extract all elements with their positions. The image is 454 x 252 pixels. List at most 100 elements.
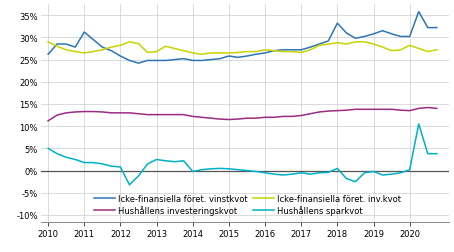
Hushållens investeringskvot (389, 108, 395, 111)
Hushållens sparkvot (73, 158, 78, 161)
Icke-finansiella föret. vinstkvot (118, 55, 123, 58)
Icke-finansiella föret. inv.kvot (298, 52, 304, 55)
Icke-finansiella föret. vinstkvot (82, 32, 87, 35)
Icke-finansiella föret. vinstkvot (425, 27, 430, 30)
Icke-finansiella föret. inv.kvot (253, 51, 259, 54)
Icke-finansiella föret. vinstkvot (64, 43, 69, 46)
Hushållens sparkvot (380, 174, 385, 177)
Hushållens sparkvot (271, 173, 277, 176)
Icke-finansiella föret. inv.kvot (362, 41, 367, 44)
Hushållens sparkvot (326, 171, 331, 174)
Hushållens investeringskvot (407, 110, 412, 113)
Hushållens sparkvot (434, 152, 439, 155)
Hushållens investeringskvot (190, 115, 196, 118)
Hushållens sparkvot (262, 172, 268, 175)
Line: Icke-finansiella föret. inv.kvot: Icke-finansiella föret. inv.kvot (48, 43, 437, 55)
Hushållens sparkvot (307, 173, 313, 176)
Icke-finansiella föret. vinstkvot (208, 59, 213, 62)
Icke-finansiella föret. inv.kvot (181, 50, 187, 53)
Hushållens sparkvot (344, 177, 349, 180)
Icke-finansiella föret. vinstkvot (136, 62, 141, 65)
Hushållens investeringskvot (154, 114, 159, 117)
Hushållens investeringskvot (90, 111, 96, 114)
Hushållens sparkvot (416, 123, 421, 126)
Hushållens investeringskvot (82, 111, 87, 114)
Icke-finansiella föret. vinstkvot (145, 60, 150, 63)
Icke-finansiella föret. vinstkvot (99, 46, 105, 49)
Icke-finansiella föret. inv.kvot (326, 43, 331, 46)
Hushållens investeringskvot (316, 111, 322, 114)
Hushållens investeringskvot (307, 113, 313, 116)
Hushållens sparkvot (316, 172, 322, 175)
Hushållens sparkvot (281, 174, 286, 177)
Hushållens investeringskvot (145, 114, 150, 117)
Hushållens investeringskvot (434, 107, 439, 110)
Icke-finansiella föret. vinstkvot (344, 32, 349, 35)
Icke-finansiella föret. vinstkvot (109, 50, 114, 53)
Hushållens sparkvot (425, 152, 430, 155)
Icke-finansiella föret. vinstkvot (271, 50, 277, 53)
Icke-finansiella föret. inv.kvot (281, 51, 286, 54)
Hushållens sparkvot (217, 167, 222, 170)
Icke-finansiella föret. vinstkvot (217, 58, 222, 61)
Hushållens investeringskvot (172, 114, 178, 117)
Icke-finansiella föret. inv.kvot (290, 51, 295, 54)
Hushållens investeringskvot (127, 112, 132, 115)
Icke-finansiella föret. inv.kvot (389, 50, 395, 53)
Hushållens sparkvot (353, 180, 358, 183)
Hushållens sparkvot (118, 166, 123, 169)
Icke-finansiella föret. inv.kvot (416, 48, 421, 51)
Hushållens investeringskvot (380, 108, 385, 111)
Hushållens sparkvot (208, 168, 213, 171)
Icke-finansiella föret. inv.kvot (127, 41, 132, 44)
Icke-finansiella föret. vinstkvot (407, 36, 412, 39)
Hushållens sparkvot (90, 162, 96, 165)
Hushållens sparkvot (172, 161, 178, 164)
Hushållens investeringskvot (45, 120, 51, 123)
Hushållens sparkvot (290, 173, 295, 176)
Icke-finansiella föret. inv.kvot (64, 49, 69, 52)
Icke-finansiella föret. vinstkvot (127, 60, 132, 63)
Icke-finansiella föret. inv.kvot (425, 51, 430, 54)
Icke-finansiella föret. vinstkvot (90, 39, 96, 42)
Hushållens sparkvot (181, 160, 187, 163)
Icke-finansiella föret. vinstkvot (281, 49, 286, 52)
Icke-finansiella föret. vinstkvot (244, 55, 250, 58)
Icke-finansiella föret. inv.kvot (172, 48, 178, 51)
Icke-finansiella föret. inv.kvot (380, 46, 385, 49)
Hushållens investeringskvot (281, 115, 286, 118)
Hushållens investeringskvot (353, 108, 358, 111)
Hushållens investeringskvot (109, 112, 114, 115)
Icke-finansiella föret. inv.kvot (262, 49, 268, 52)
Hushållens sparkvot (99, 163, 105, 166)
Icke-finansiella föret. inv.kvot (217, 52, 222, 55)
Hushållens investeringskvot (199, 116, 204, 119)
Line: Icke-finansiella föret. vinstkvot: Icke-finansiella föret. vinstkvot (48, 13, 437, 64)
Icke-finansiella föret. inv.kvot (54, 46, 60, 49)
Hushållens investeringskvot (217, 118, 222, 121)
Icke-finansiella föret. vinstkvot (335, 22, 340, 25)
Hushållens investeringskvot (416, 107, 421, 110)
Hushållens investeringskvot (181, 114, 187, 117)
Icke-finansiella föret. vinstkvot (154, 60, 159, 63)
Icke-finansiella föret. inv.kvot (163, 46, 168, 49)
Icke-finansiella föret. vinstkvot (353, 38, 358, 41)
Hushållens investeringskvot (73, 111, 78, 114)
Icke-finansiella föret. inv.kvot (190, 52, 196, 55)
Icke-finansiella föret. vinstkvot (253, 53, 259, 56)
Hushållens investeringskvot (54, 114, 60, 117)
Hushållens sparkvot (136, 175, 141, 178)
Icke-finansiella föret. inv.kvot (271, 50, 277, 53)
Icke-finansiella föret. vinstkvot (389, 33, 395, 36)
Icke-finansiella föret. vinstkvot (235, 57, 241, 60)
Icke-finansiella föret. vinstkvot (172, 59, 178, 62)
Hushållens sparkvot (199, 169, 204, 172)
Hushållens investeringskvot (136, 113, 141, 116)
Hushållens investeringskvot (298, 115, 304, 118)
Icke-finansiella föret. inv.kvot (45, 41, 51, 44)
Icke-finansiella föret. vinstkvot (181, 58, 187, 61)
Hushållens investeringskvot (253, 117, 259, 120)
Icke-finansiella föret. inv.kvot (434, 49, 439, 52)
Icke-finansiella föret. vinstkvot (54, 43, 60, 46)
Icke-finansiella föret. inv.kvot (353, 41, 358, 44)
